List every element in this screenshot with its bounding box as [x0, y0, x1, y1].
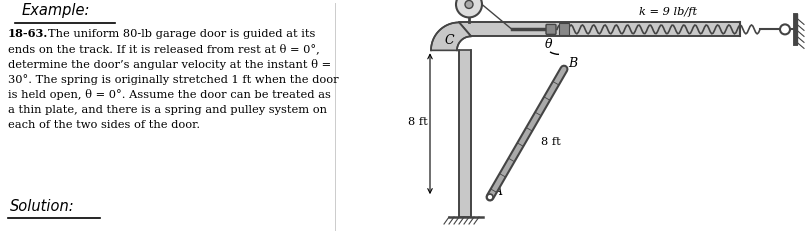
Text: θ: θ — [545, 38, 552, 51]
Text: The uniform 80-lb garage door is guided at its: The uniform 80-lb garage door is guided … — [48, 29, 316, 39]
Circle shape — [780, 24, 790, 34]
Text: each of the two sides of the door.: each of the two sides of the door. — [8, 120, 200, 130]
Polygon shape — [431, 22, 471, 50]
Text: 8 ft: 8 ft — [541, 137, 561, 147]
Bar — [559, 24, 569, 35]
Text: A: A — [494, 185, 503, 198]
Text: a thin plate, and there is a spring and pulley system on: a thin plate, and there is a spring and … — [8, 105, 327, 115]
Text: 8 ft: 8 ft — [408, 117, 427, 127]
Text: 18-63.: 18-63. — [8, 28, 48, 39]
Text: C: C — [445, 34, 455, 47]
Polygon shape — [459, 50, 471, 217]
Text: is held open, θ = 0°. Assume the door can be treated as: is held open, θ = 0°. Assume the door ca… — [8, 89, 331, 100]
Circle shape — [456, 0, 482, 17]
Text: Solution:: Solution: — [10, 199, 75, 214]
Text: k = 9 lb/ft: k = 9 lb/ft — [638, 8, 696, 17]
Text: 30°. The spring is originally stretched 1 ft when the door: 30°. The spring is originally stretched … — [8, 74, 339, 85]
Text: Example:: Example: — [22, 4, 90, 18]
Polygon shape — [459, 22, 740, 36]
FancyBboxPatch shape — [546, 24, 556, 34]
Circle shape — [487, 194, 493, 200]
Text: determine the door’s angular velocity at the instant θ =: determine the door’s angular velocity at… — [8, 59, 331, 70]
Text: B: B — [568, 57, 577, 70]
Circle shape — [465, 0, 473, 8]
Text: ends on the track. If it is released from rest at θ = 0°,: ends on the track. If it is released fro… — [8, 44, 320, 55]
